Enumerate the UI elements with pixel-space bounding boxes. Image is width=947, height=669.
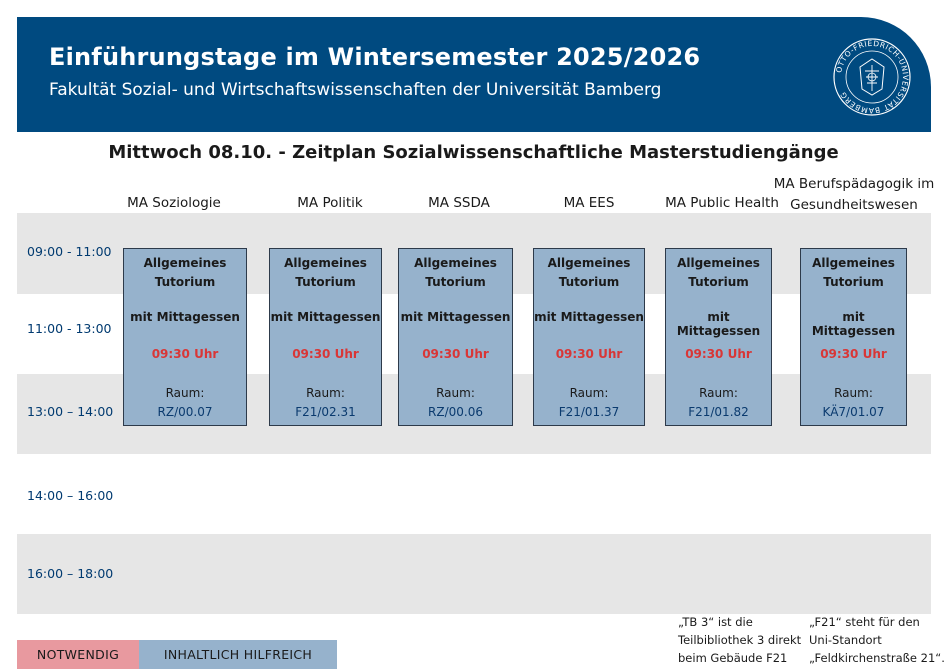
event-title: Allgemeines Tutorium [284,256,367,289]
event-time: 09:30 Uhr [555,347,623,361]
university-seal-icon: OTTO-FRIEDRICH-UNIVERSITÄT BAMBERG [833,38,911,116]
event-room: Raum: F21/01.37 [558,386,620,419]
column-header-politik: MA Politik [297,195,363,211]
note-line: beim Gebäude F21 [678,651,788,665]
event-title: Allgemeines Tutorium [547,256,631,289]
event-room: Raum: RZ/00.07 [157,386,213,419]
event-subtitle: mit Mittagessen [270,310,381,324]
column-header-line: Gesundheitswesen [790,197,918,213]
event-subtitle: mit Mittagessen [676,310,761,338]
note-tb3: „TB 3“ ist die Teilbibliothek 3 direkt b… [678,613,801,667]
time-slot-label: 16:00 – 18:00 [27,566,114,581]
event-block-politik[interactable]: Allgemeines Tutorium mit Mittagessen 09:3… [269,248,382,426]
event-block-ees[interactable]: Allgemeines Tutorium mit Mittagessen 09:3… [533,248,645,426]
note-line: „TB 3“ ist die [678,615,753,629]
event-room: Raum: F21/01.82 [688,386,749,419]
time-slot-label: 09:00 - 11:00 [27,244,112,259]
event-time: 09:30 Uhr [292,347,359,361]
note-f21: „F21“ steht für den Uni-Standort „Feldki… [809,613,945,667]
event-title: Allgemeines Tutorium [143,256,227,289]
time-band-1600 [17,534,931,614]
header-banner: Einführungstage im Wintersemester 2025/2… [17,17,931,132]
header-title: Einführungstage im Wintersemester 2025/2… [49,43,701,71]
column-header-berufspaedagogik: MA Berufspädagogik im Gesundheitswesen [768,174,940,216]
event-subtitle: mit Mittagessen [534,310,644,324]
event-time: 09:30 Uhr [151,347,219,361]
event-block-public-health[interactable]: Allgemeines Tutorium mit Mittagessen 09:3… [665,248,772,426]
event-room: Raum: KÄ7/01.07 [822,386,885,419]
column-header-soziologie: MA Soziologie [127,195,221,211]
event-time: 09:30 Uhr [820,347,887,361]
event-block-ssda[interactable]: Allgemeines Tutorium mit Mittagessen 09:3… [398,248,513,426]
legend-helpful: INHALTLICH HILFREICH [139,640,337,669]
event-title: Allgemeines Tutorium [677,256,760,289]
note-line: „Feldkirchenstraße 21“. [809,651,945,665]
note-line: Uni-Standort [809,633,882,647]
event-title: Allgemeines Tutorium [414,256,497,289]
event-room: Raum: F21/02.31 [295,386,356,419]
event-time: 09:30 Uhr [422,347,489,361]
event-subtitle: mit Mittagessen [130,310,240,324]
header-subtitle: Fakultät Sozial- und Wirtschaftswissensc… [49,80,662,100]
legend-required: NOTWENDIG [17,640,139,669]
column-header-ssda: MA SSDA [428,195,490,211]
event-block-berufspaedagogik[interactable]: Allgemeines Tutorium mit Mittagessen 09:3… [800,248,907,426]
event-room: Raum: RZ/00.06 [428,386,483,419]
event-time: 09:30 Uhr [685,347,752,361]
event-subtitle: mit Mittagessen [400,310,511,324]
column-header-ees: MA EES [563,195,615,211]
event-block-soziologie[interactable]: Allgemeines Tutorium mit Mittagessen 09:3… [123,248,247,426]
time-slot-label: 11:00 - 13:00 [27,321,112,336]
note-line: Teilbibliothek 3 direkt [678,633,802,647]
event-title: Allgemeines Tutorium [812,256,895,289]
note-line: „F21“ steht für den [809,615,920,629]
time-slot-label: 13:00 – 14:00 [27,404,114,419]
column-header-line: MA Berufspädagogik im [773,176,935,192]
time-slot-label: 14:00 – 16:00 [27,488,114,503]
page-title: Mittwoch 08.10. - Zeitplan Sozialwissens… [108,142,839,163]
column-header-public-health: MA Public Health [665,195,779,211]
event-subtitle: mit Mittagessen [811,310,896,338]
